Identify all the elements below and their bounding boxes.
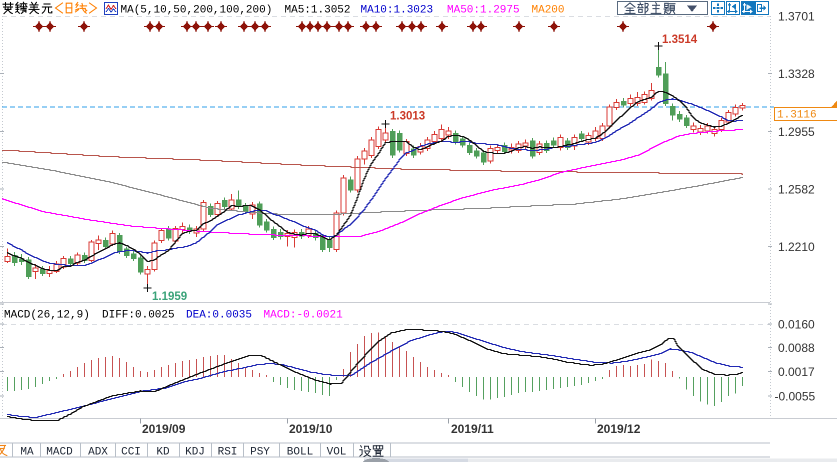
svg-text:0.0088: 0.0088 xyxy=(778,341,815,355)
svg-text:KD: KD xyxy=(156,447,170,459)
svg-text:KDJ: KDJ xyxy=(185,447,205,459)
svg-text:MA: MA xyxy=(20,447,34,459)
svg-text:-0.0055: -0.0055 xyxy=(775,390,816,404)
svg-text:2019/11: 2019/11 xyxy=(451,422,494,436)
svg-text:DEA:0.0035: DEA:0.0035 xyxy=(186,310,252,322)
svg-text:1.3013: 1.3013 xyxy=(390,111,425,123)
svg-text:0.0160: 0.0160 xyxy=(778,318,815,332)
svg-text:1.1959: 1.1959 xyxy=(152,291,187,303)
svg-text:MA50:1.2975: MA50:1.2975 xyxy=(447,5,520,17)
svg-text:RSI: RSI xyxy=(218,447,238,459)
svg-text:MACD(26,12,9): MACD(26,12,9) xyxy=(4,310,90,322)
svg-text:MA200: MA200 xyxy=(532,5,565,17)
svg-text:1.2210: 1.2210 xyxy=(778,240,815,254)
svg-text:CCI: CCI xyxy=(121,447,141,459)
svg-text:MA(5,10,50,200,100,200): MA(5,10,50,200,100,200) xyxy=(121,5,273,17)
svg-text:MA5:1.3052: MA5:1.3052 xyxy=(285,5,351,17)
svg-text:2019/09: 2019/09 xyxy=(142,422,186,436)
svg-text:BOLL: BOLL xyxy=(287,447,313,459)
svg-text:1.3116: 1.3116 xyxy=(777,110,817,122)
svg-text:MACD:-0.0021: MACD:-0.0021 xyxy=(264,310,344,322)
svg-text:0.0017: 0.0017 xyxy=(778,365,815,379)
svg-text:DIFF:0.0025: DIFF:0.0025 xyxy=(102,310,175,322)
svg-text:1.3328: 1.3328 xyxy=(778,67,815,81)
svg-text:1.3701: 1.3701 xyxy=(778,10,815,24)
svg-text:2019/10: 2019/10 xyxy=(289,422,333,436)
svg-text:1.3514: 1.3514 xyxy=(662,34,698,46)
svg-text:1.2955: 1.2955 xyxy=(778,125,815,139)
svg-text:2019/12: 2019/12 xyxy=(597,422,641,436)
svg-text:VOL: VOL xyxy=(327,447,347,459)
svg-text:ADX: ADX xyxy=(88,447,108,459)
svg-text:1.2582: 1.2582 xyxy=(778,183,815,197)
svg-text:MACD: MACD xyxy=(46,447,73,459)
svg-text:PSY: PSY xyxy=(250,447,270,459)
svg-text:MA10:1.3023: MA10:1.3023 xyxy=(361,5,434,17)
